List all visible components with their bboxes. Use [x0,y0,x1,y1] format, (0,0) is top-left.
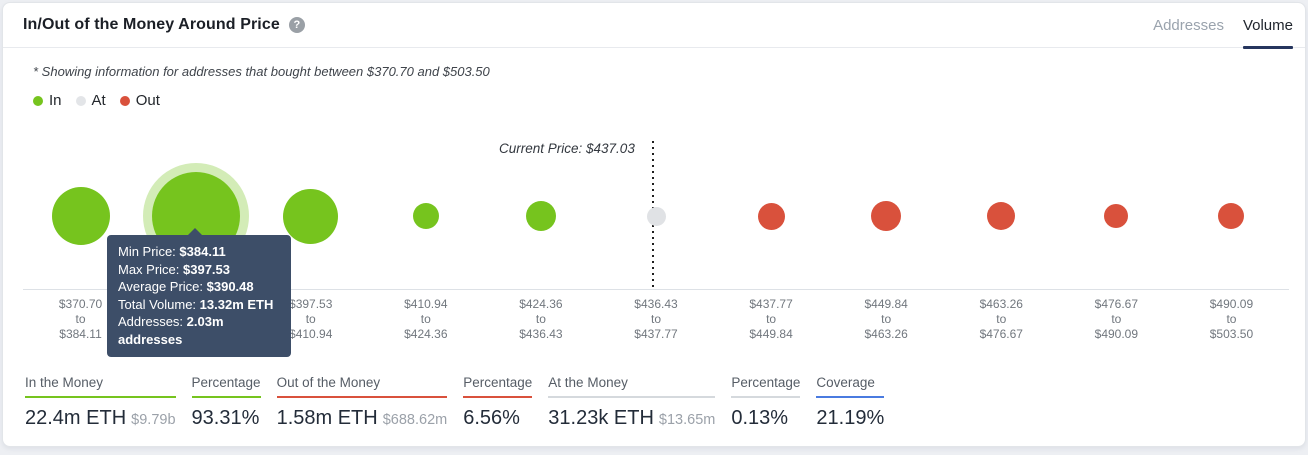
x-axis-label: $463.26 to $476.67 [979,297,1023,341]
tab-volume[interactable]: Volume [1242,3,1294,49]
x-axis-label: $490.09 to $503.50 [1209,297,1254,341]
x-axis-line [23,289,1289,290]
card-header: In/Out of the Money Around Price ? Addre… [3,3,1305,49]
stat-value: 1.58m ETH [276,407,378,429]
stat-value: 21.19% [816,407,885,429]
bubble-at[interactable] [646,206,666,226]
legend: In At Out [33,92,1305,109]
tooltip-row: Total Volume: 13.32m ETH [118,296,274,312]
stat-label: Percentage [731,375,801,398]
stat-label: At the Money [548,375,716,398]
stat-value-row: 31.23k ETH $13.65m [548,407,715,430]
x-axis-label: $436.43 to $437.77 [634,297,678,341]
tabs: Addresses Volume [1134,3,1294,49]
stat-in-the-money: In the Money 22.4m ETH $9.79b [25,375,176,430]
legend-dot-icon [119,95,130,106]
tooltip-row: Average Price: $390.48 [118,279,254,294]
stat-value-row: 22.4m ETH $9.79b [25,407,176,430]
stat-out-of-the-money: Out of the Money 1.58m ETH $688.62m [276,375,448,430]
stat-sub-value: $9.79b [131,412,176,428]
stat-at-the-money: At the Money 31.23k ETH $13.65m [548,375,716,430]
stat-percentage: Percentage 0.13% [731,375,801,430]
bubble-chart: Current Price: $437.03 $370.70 to $384.11 $… [3,117,1305,357]
bubble-out[interactable] [1218,203,1245,229]
stat-value: 22.4m ETH [25,407,127,429]
stat-label: Coverage [816,375,885,398]
legend-item-out[interactable]: Out [119,92,160,109]
x-axis-label: $449.84 to $463.26 [864,297,908,341]
range-note: * Showing information for addresses that… [33,64,490,79]
stat-value-row: 0.13% [731,407,800,430]
current-price-label: Current Price: $437.03 [499,141,635,156]
stat-coverage: Coverage 21.19% [816,375,885,430]
x-axis-label: $424.36 to $436.43 [519,297,563,341]
legend-label: In [49,92,62,109]
x-axis-label: $410.94 to $424.36 [404,297,448,341]
stat-percentage: Percentage 6.56% [463,375,533,430]
tooltip-row: Max Price: $397.53 [118,261,231,277]
x-axis-label: $476.67 to $490.09 [1094,297,1139,341]
stat-percentage: Percentage 93.31% [191,375,261,430]
stat-label: Percentage [191,375,261,398]
legend-dot-icon [75,95,86,106]
stat-value-row: 21.19% [816,407,884,430]
stat-value: 31.23k ETH [548,407,654,429]
legend-label: Out [135,92,160,109]
x-axis-label: $437.77 to $449.84 [749,297,793,341]
tooltip-caret [188,228,202,235]
help-icon[interactable]: ? [288,17,305,33]
tab-addresses[interactable]: Addresses [1153,16,1224,34]
stat-value: 0.13% [731,407,789,429]
stat-sub-value: $13.65m [658,412,716,428]
bubble-out[interactable] [871,201,902,231]
stat-label: In the Money [25,375,176,398]
x-axis-label: $397.53 to $410.94 [289,297,333,341]
in-out-money-card: In/Out of the Money Around Price ? Addre… [2,2,1306,447]
bubble-in[interactable] [51,187,110,245]
stat-label: Percentage [463,375,533,398]
stat-value: 6.56% [463,407,520,429]
tooltip-rows: Min Price: $384.11 Max Price: $397.53 Aver… [118,243,281,348]
stat-value-row: 93.31% [192,407,261,430]
bubble-in[interactable] [412,203,439,229]
x-axis-label: $370.70 to $384.11 [58,297,103,341]
stat-value-row: 1.58m ETH $688.62m [277,407,448,430]
legend-label: At [91,92,106,109]
bubble-out[interactable] [757,202,785,230]
stats-row: In the Money 22.4m ETH $9.79b Percentage 93.… [25,375,1305,430]
page-title: In/Out of the Money Around Price [23,16,280,33]
bubble-in[interactable] [283,188,339,244]
bubble-out[interactable] [1104,204,1129,228]
bubble-out[interactable] [987,202,1016,230]
stat-value: 93.31% [191,407,260,429]
stat-label: Out of the Money [276,375,448,398]
tooltip-row: Min Price: $384.11 [118,244,226,259]
legend-dot-icon [33,95,43,106]
legend-item-in[interactable]: In [33,92,62,109]
legend-item-at[interactable]: At [75,92,106,109]
tooltip: Min Price: $384.11 Max Price: $397.53 Aver… [107,228,291,357]
bubble-in[interactable] [525,201,556,231]
tooltip-row: Addresses: 2.03m addresses [118,314,224,347]
stat-value-row: 6.56% [463,407,532,430]
stat-sub-value: $688.62m [382,412,448,428]
